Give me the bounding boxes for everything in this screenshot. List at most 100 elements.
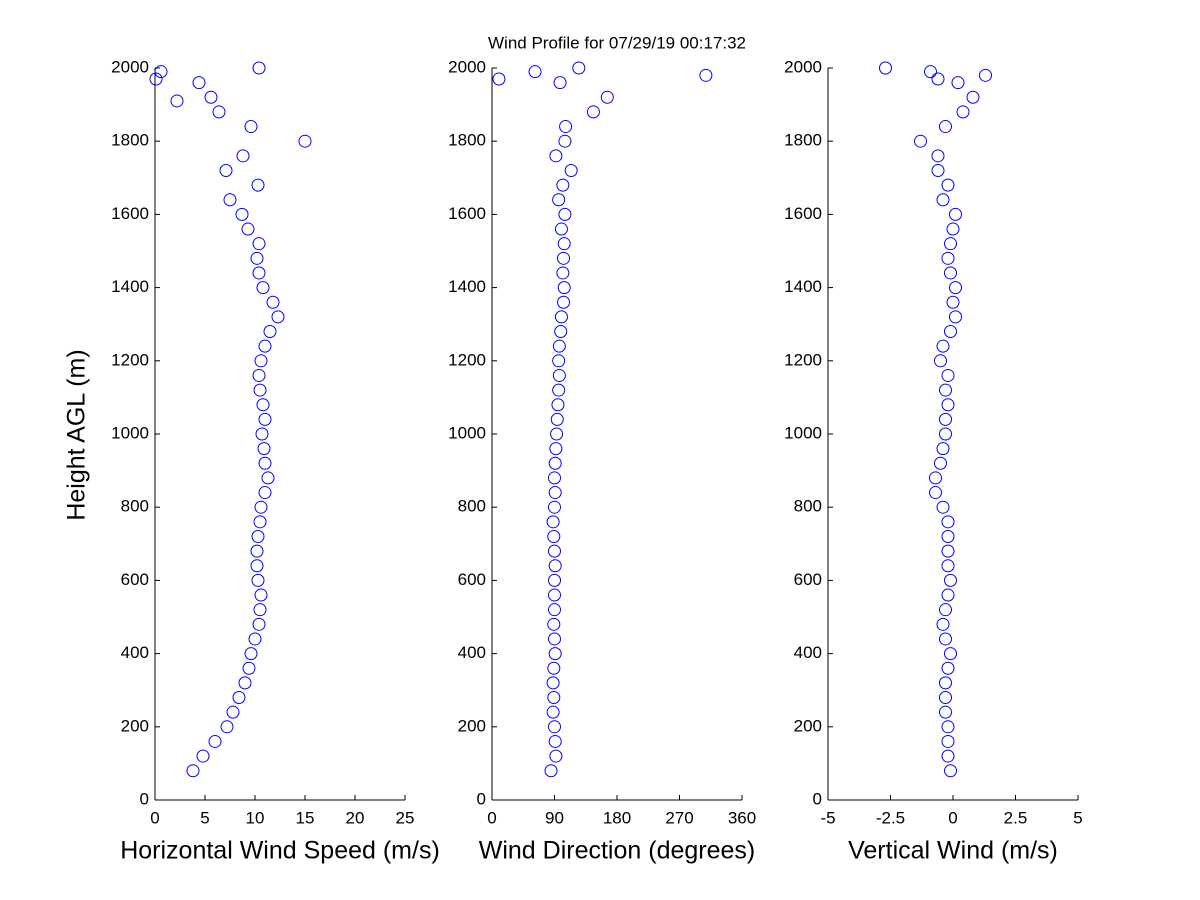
point	[941, 720, 955, 734]
point	[564, 163, 578, 177]
point	[250, 251, 264, 265]
point	[232, 691, 246, 705]
point	[550, 427, 564, 441]
point	[557, 295, 571, 309]
point	[979, 68, 992, 82]
point	[924, 65, 937, 79]
y-tick-label: 1200	[784, 350, 822, 369]
point	[553, 76, 567, 90]
y-tick-label: 1800	[111, 131, 149, 150]
y-tick-label: 1600	[784, 204, 822, 223]
x-tick-label: 5	[1073, 808, 1082, 827]
x-tick-label: -5	[820, 808, 835, 827]
point	[549, 749, 563, 763]
point	[149, 72, 163, 86]
point	[936, 442, 950, 456]
point	[548, 603, 561, 617]
y-tick-label: 1800	[448, 131, 486, 150]
y-tick-label: 400	[121, 643, 149, 662]
point	[936, 339, 950, 353]
point	[557, 251, 571, 265]
y-tick-label: 0	[477, 789, 486, 808]
point	[941, 734, 955, 748]
point	[548, 486, 562, 500]
point	[253, 383, 267, 397]
y-tick-label: 1000	[784, 423, 822, 442]
point	[879, 61, 892, 75]
point	[929, 471, 942, 485]
x-tick-label: 270	[665, 808, 693, 827]
point	[254, 500, 268, 514]
point	[253, 603, 267, 617]
point	[253, 515, 267, 529]
point	[946, 295, 960, 309]
point	[546, 676, 560, 690]
point	[956, 105, 970, 119]
point	[204, 90, 218, 104]
y-tick-label: 1200	[448, 350, 486, 369]
y-tick-label: 800	[794, 497, 822, 516]
point	[271, 310, 285, 324]
point	[251, 529, 265, 543]
x-tick-label: 0	[948, 808, 957, 827]
y-tick-label: 800	[121, 497, 149, 516]
point	[258, 456, 272, 470]
point	[941, 368, 955, 382]
point	[256, 281, 270, 295]
point	[252, 617, 266, 631]
point	[931, 149, 945, 163]
y-tick-label: 1200	[111, 350, 149, 369]
point	[548, 720, 561, 734]
point	[251, 573, 265, 587]
point	[941, 515, 955, 529]
point	[934, 456, 947, 470]
chart-title: Wind Profile for 07/29/19 00:17:32	[488, 33, 746, 52]
point	[547, 617, 561, 631]
point	[939, 691, 952, 705]
x-axis-label: Wind Direction (degrees)	[479, 837, 756, 865]
x-tick-label: 90	[545, 808, 564, 827]
y-tick-label: 0	[813, 789, 822, 808]
point	[941, 544, 955, 558]
point	[548, 500, 561, 514]
y-tick-label: 1000	[448, 423, 486, 442]
point	[212, 105, 226, 119]
point	[966, 90, 980, 104]
point	[186, 764, 200, 778]
point	[223, 193, 237, 207]
point	[251, 178, 265, 192]
x-tick-label: 0	[487, 808, 496, 827]
point	[544, 764, 558, 778]
point	[699, 68, 713, 82]
point	[254, 588, 268, 602]
point	[548, 559, 562, 573]
x-tick-label: 25	[396, 808, 415, 827]
point	[552, 368, 566, 382]
point	[944, 266, 957, 280]
point	[546, 515, 560, 529]
point	[939, 412, 952, 426]
y-tick-label: 1400	[448, 277, 486, 296]
point	[548, 573, 561, 587]
y-tick-label: 1400	[784, 277, 822, 296]
point	[208, 734, 222, 748]
point	[235, 207, 249, 221]
point	[546, 705, 560, 719]
point	[557, 237, 571, 251]
point	[548, 456, 562, 470]
point	[939, 427, 952, 441]
point	[258, 412, 272, 426]
point	[548, 647, 562, 661]
x-tick-label: 20	[346, 808, 365, 827]
y-tick-label: 2000	[448, 57, 486, 76]
point	[170, 94, 184, 108]
point	[552, 354, 566, 368]
point	[547, 529, 561, 543]
point	[556, 266, 570, 280]
x-tick-label: 180	[603, 808, 631, 827]
point	[941, 588, 955, 602]
point	[244, 647, 258, 661]
point	[547, 691, 561, 705]
x-tick-label: 360	[728, 808, 756, 827]
point	[550, 412, 564, 426]
